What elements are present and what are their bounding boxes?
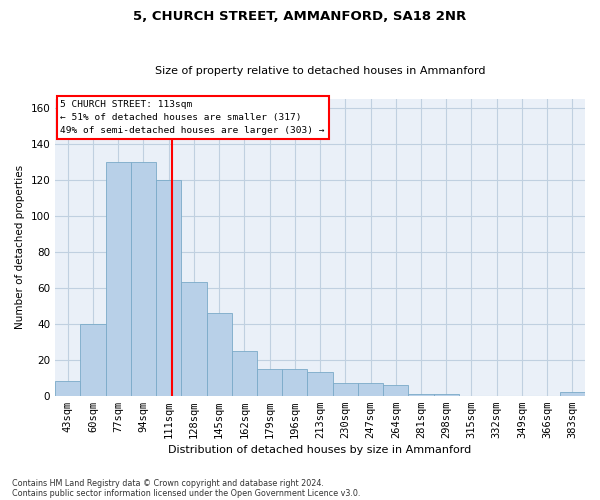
Bar xyxy=(383,385,409,396)
Bar xyxy=(156,180,181,396)
Bar xyxy=(55,382,80,396)
Text: 5 CHURCH STREET: 113sqm
← 51% of detached houses are smaller (317)
49% of semi-d: 5 CHURCH STREET: 113sqm ← 51% of detache… xyxy=(61,100,325,136)
Bar xyxy=(332,383,358,396)
Bar xyxy=(106,162,131,396)
Y-axis label: Number of detached properties: Number of detached properties xyxy=(15,165,25,329)
Bar xyxy=(307,372,332,396)
Bar xyxy=(232,350,257,396)
Bar xyxy=(181,282,206,396)
Text: Contains HM Land Registry data © Crown copyright and database right 2024.: Contains HM Land Registry data © Crown c… xyxy=(12,478,324,488)
Title: Size of property relative to detached houses in Ammanford: Size of property relative to detached ho… xyxy=(155,66,485,76)
Bar xyxy=(131,162,156,396)
Bar xyxy=(358,383,383,396)
Bar xyxy=(434,394,459,396)
Bar xyxy=(560,392,585,396)
X-axis label: Distribution of detached houses by size in Ammanford: Distribution of detached houses by size … xyxy=(169,445,472,455)
Bar xyxy=(206,313,232,396)
Bar xyxy=(80,324,106,396)
Bar xyxy=(282,368,307,396)
Bar xyxy=(257,368,282,396)
Bar xyxy=(409,394,434,396)
Text: Contains public sector information licensed under the Open Government Licence v3: Contains public sector information licen… xyxy=(12,488,361,498)
Text: 5, CHURCH STREET, AMMANFORD, SA18 2NR: 5, CHURCH STREET, AMMANFORD, SA18 2NR xyxy=(133,10,467,23)
